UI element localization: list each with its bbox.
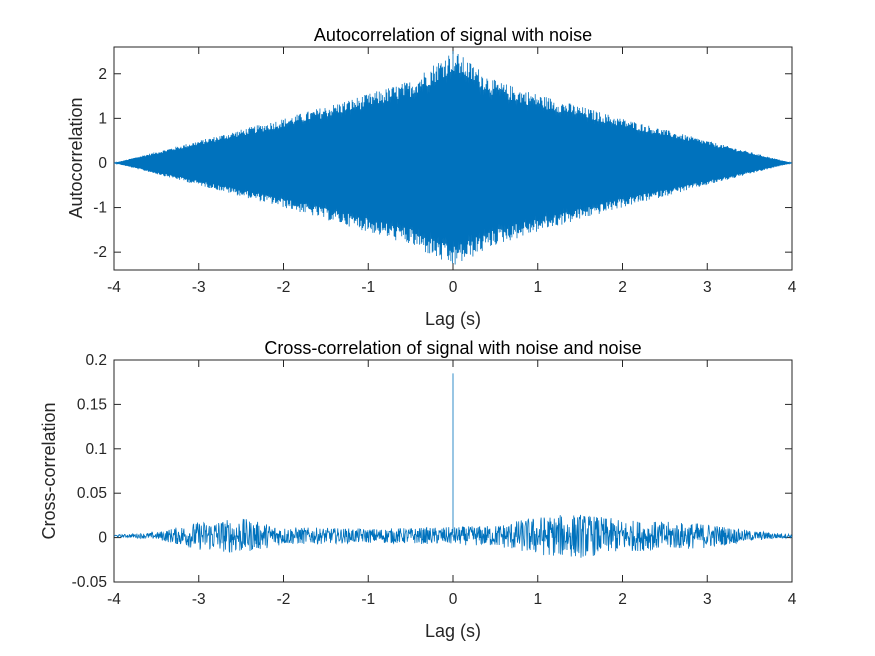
cross-correlation-xtick-label-7: 3 [703,591,712,608]
autocorrelation-axes: -4 -3 -2 -1 0 1 2 3 4 -2 -1 0 1 2 Autocorrelation of … [66,25,797,329]
autocorrelation-y-label: Autocorrelation [66,97,86,218]
autocorrelation-xtick-label-3: -1 [361,279,375,296]
autocorrelation-ytick-label-0: -2 [93,244,107,261]
cross-correlation-series [113,373,793,558]
autocorrelation-xtick-label-1: -3 [192,279,206,296]
autocorrelation-xtick-label-7: 3 [703,279,712,296]
cross-correlation-xtick-label-5: 1 [533,591,542,608]
cross-correlation-ytick-label-5: 0.2 [85,352,107,369]
cross-correlation-ytick-label-1: 0 [98,530,107,547]
autocorrelation-ytick-label-3: 1 [98,110,107,127]
cross-correlation-ytick-label-2: 0.05 [77,485,107,502]
cross-correlation-series-line [113,373,793,558]
cross-correlation-xtick-label-6: 2 [618,591,627,608]
cross-correlation-axes: -4 -3 -2 -1 0 1 2 3 4 -0.05 0 0.05 0.1 0.15 0.2 Cross-… [39,338,797,641]
cross-correlation-xtick-label-0: -4 [107,591,121,608]
cross-correlation-ticks: -4 -3 -2 -1 0 1 2 3 4 -0.05 0 0.05 0.1 0.15 0.2 [72,352,797,608]
cross-correlation-ytick-label-4: 0.15 [77,396,107,413]
autocorrelation-ytick-label-2: 0 [98,155,107,172]
cross-correlation-xtick-label-4: 0 [449,591,458,608]
cross-correlation-xtick-label-3: -1 [361,591,375,608]
autocorrelation-xtick-label-2: -2 [277,279,291,296]
autocorrelation-xtick-label-0: -4 [107,279,121,296]
cross-correlation-xtick-label-8: 4 [788,591,797,608]
autocorrelation-ticks: -4 -3 -2 -1 0 1 2 3 4 -2 -1 0 1 2 [93,47,797,296]
autocorrelation-xtick-label-4: 0 [449,279,458,296]
autocorrelation-title: Autocorrelation of signal with noise [314,25,592,45]
cross-correlation-x-label: Lag (s) [425,621,481,641]
autocorrelation-series-line [113,51,793,265]
autocorrelation-xtick-label-8: 4 [788,279,797,296]
cross-correlation-ytick-label-0: -0.05 [72,574,107,591]
cross-correlation-ytick-label-3: 0.1 [85,441,107,458]
autocorrelation-xtick-label-5: 1 [533,279,542,296]
autocorrelation-ytick-label-4: 2 [98,66,107,83]
autocorrelation-x-label: Lag (s) [425,309,481,329]
autocorrelation-series [113,51,793,265]
cross-correlation-title: Cross-correlation of signal with noise a… [264,338,641,358]
autocorrelation-xtick-label-6: 2 [618,279,627,296]
autocorrelation-ytick-label-1: -1 [93,200,107,217]
cross-correlation-y-label: Cross-correlation [39,402,59,539]
cross-correlation-xtick-label-1: -3 [192,591,206,608]
cross-correlation-xtick-label-2: -2 [277,591,291,608]
